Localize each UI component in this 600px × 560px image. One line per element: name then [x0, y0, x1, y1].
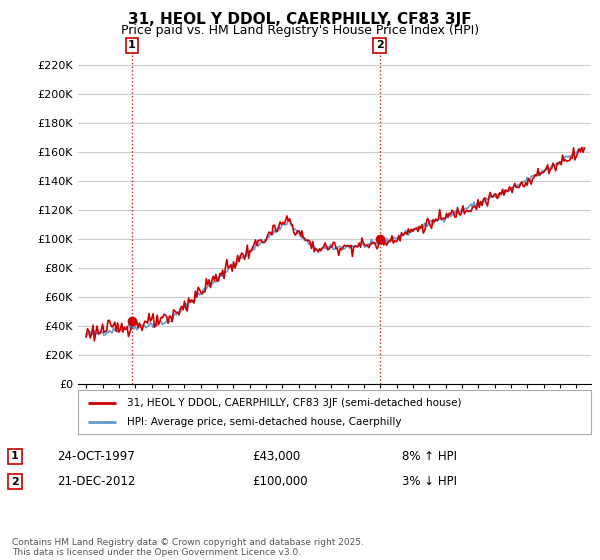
Text: HPI: Average price, semi-detached house, Caerphilly: HPI: Average price, semi-detached house,…	[127, 417, 401, 427]
Text: 2: 2	[11, 477, 19, 487]
Text: 31, HEOL Y DDOL, CAERPHILLY, CF83 3JF (semi-detached house): 31, HEOL Y DDOL, CAERPHILLY, CF83 3JF (s…	[127, 398, 461, 408]
Text: Contains HM Land Registry data © Crown copyright and database right 2025.
This d: Contains HM Land Registry data © Crown c…	[12, 538, 364, 557]
Text: 1: 1	[128, 40, 136, 50]
Text: £100,000: £100,000	[252, 475, 308, 488]
Text: 1: 1	[11, 451, 19, 461]
Text: Price paid vs. HM Land Registry's House Price Index (HPI): Price paid vs. HM Land Registry's House …	[121, 24, 479, 37]
Text: 24-OCT-1997: 24-OCT-1997	[57, 450, 135, 463]
Text: £43,000: £43,000	[252, 450, 300, 463]
Text: 21-DEC-2012: 21-DEC-2012	[57, 475, 136, 488]
Text: 2: 2	[376, 40, 383, 50]
Text: 31, HEOL Y DDOL, CAERPHILLY, CF83 3JF: 31, HEOL Y DDOL, CAERPHILLY, CF83 3JF	[128, 12, 472, 27]
Text: 8% ↑ HPI: 8% ↑ HPI	[402, 450, 457, 463]
Text: 3% ↓ HPI: 3% ↓ HPI	[402, 475, 457, 488]
